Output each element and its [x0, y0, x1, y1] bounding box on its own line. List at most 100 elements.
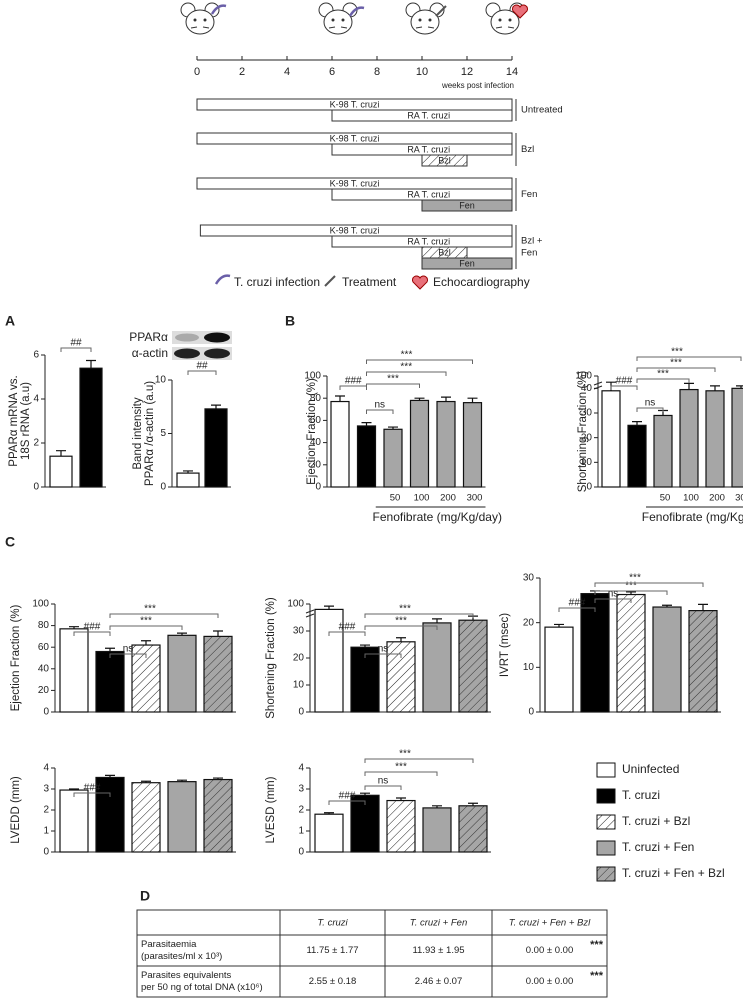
- bar: [436, 400, 456, 488]
- y-tick-label: 2: [33, 438, 39, 449]
- icon-legend-label: Echocardiography: [433, 275, 530, 289]
- mouse-icon: [180, 2, 220, 35]
- parasite-icon: [210, 4, 227, 15]
- y-axis-label: 18S rRNA (a.u): [20, 382, 32, 460]
- significance-bracket: [73, 631, 111, 636]
- table-cell: 0.00 ± 0.00: [526, 976, 573, 987]
- timeline-xlabel: weeks post infection: [441, 81, 514, 90]
- significance-label: ns: [378, 776, 389, 787]
- icon-legend-label: Treatment: [342, 275, 397, 289]
- error-bar: [396, 797, 406, 801]
- significance-label: ***: [657, 369, 669, 380]
- mouse-head: [410, 9, 440, 35]
- y-axis-label: Ejection Fraction (%): [306, 378, 318, 485]
- y-tick-label: 20: [310, 459, 322, 470]
- mouse-whiskers: [328, 26, 348, 29]
- error-bar: [360, 644, 370, 648]
- significance-bracket: [364, 625, 438, 630]
- timeline-bar: [421, 154, 468, 167]
- y-tick-label: 80: [310, 393, 322, 404]
- significance-bracket: [636, 407, 664, 412]
- bar: [580, 593, 610, 713]
- bar: [204, 408, 228, 488]
- blot-label: α-actin: [132, 346, 168, 360]
- y-tick-label: 3: [298, 784, 304, 795]
- panel-label: D: [140, 888, 150, 904]
- bar: [544, 626, 574, 713]
- bar: [176, 472, 200, 488]
- error-bar: [324, 605, 334, 610]
- error-bar: [432, 618, 442, 623]
- timeline-bar: [421, 257, 513, 270]
- error-bar: [396, 637, 406, 642]
- row-label: (parasites/ml x 10³): [141, 951, 222, 962]
- y-tick-label: 1: [43, 826, 49, 837]
- timeline-tick-label: 6: [329, 66, 335, 78]
- error-bar: [710, 385, 720, 391]
- row-label: Parasites equivalents: [141, 970, 232, 981]
- bar: [688, 610, 718, 713]
- group-label: Fen: [521, 189, 537, 200]
- significance-bracket: [187, 370, 217, 375]
- y-break-label: 100: [575, 371, 592, 382]
- legend-swatch: [596, 814, 616, 830]
- y-tick-label: 1: [298, 826, 304, 837]
- bar: [462, 402, 483, 488]
- y-tick-label: 0: [160, 482, 166, 493]
- y-axis-label: IVRT (msec): [499, 613, 511, 677]
- significance-label: ***: [399, 604, 411, 615]
- bar: [95, 650, 125, 713]
- y-tick-label: 0: [315, 482, 321, 493]
- row-label: Parasitaemia: [141, 939, 197, 950]
- timeline-bar-label: RA T. cruzi: [407, 110, 450, 120]
- y-tick-label: 40: [38, 663, 50, 674]
- mouse-whiskers: [495, 26, 515, 29]
- error-bar: [467, 397, 478, 403]
- mouse-eye: [203, 18, 207, 22]
- significance-label: ##: [196, 361, 208, 372]
- timeline-tick-label: 0: [194, 66, 200, 78]
- timeline-tick-label: 4: [284, 66, 290, 78]
- bar: [383, 428, 403, 488]
- panel-label: B: [285, 313, 295, 329]
- table-header: T. cruzi: [317, 918, 348, 929]
- y-tick-label: 5: [160, 428, 166, 439]
- error-bar: [736, 385, 743, 389]
- timeline-bar: [421, 199, 513, 212]
- significance-label: ***: [144, 604, 156, 615]
- significance-bracket: [109, 625, 183, 630]
- y-tick-label: 0: [298, 707, 304, 718]
- significance-bracket: [636, 367, 716, 372]
- significance-label: ns: [608, 589, 619, 600]
- significance-label: ns: [645, 398, 656, 409]
- bar: [458, 805, 488, 853]
- error-bar: [698, 603, 708, 611]
- y-tick-label: 0: [33, 482, 39, 493]
- heart-icon: [512, 4, 528, 19]
- significance-bracket: [364, 758, 474, 763]
- bar: [601, 390, 621, 488]
- axis-break: [305, 609, 315, 618]
- legend-swatch: [596, 788, 616, 804]
- y-axis-label: Shortening Fraction (%): [265, 597, 277, 719]
- significance-bracket: [109, 653, 147, 658]
- error-bar: [324, 812, 334, 815]
- significance-bracket: [366, 371, 447, 376]
- table-header: T. cruzi + Fen: [410, 918, 467, 929]
- mouse-eye: [508, 18, 512, 22]
- table-cell: 0.00 ± 0.00: [526, 945, 573, 956]
- y-break-label: 100: [287, 599, 304, 610]
- y-tick-label: 0: [43, 707, 49, 718]
- y-axis-label: PPARα /α-actin (a.u): [144, 381, 156, 486]
- legend-label: T. cruzi + Fen: [622, 840, 694, 854]
- timeline-bar-label: Bzl: [438, 155, 451, 165]
- table-cell: 2.46 ± 0.07: [415, 976, 462, 987]
- significance-bracket: [366, 359, 473, 364]
- significance-bracket: [594, 598, 632, 603]
- significance-label: ***: [395, 616, 407, 627]
- y-tick-label: 20: [523, 617, 535, 628]
- error-bar: [105, 647, 115, 652]
- group-label: Untreated: [521, 105, 563, 116]
- significance-bracket: [364, 613, 474, 618]
- x-tick-label: 300: [467, 493, 483, 504]
